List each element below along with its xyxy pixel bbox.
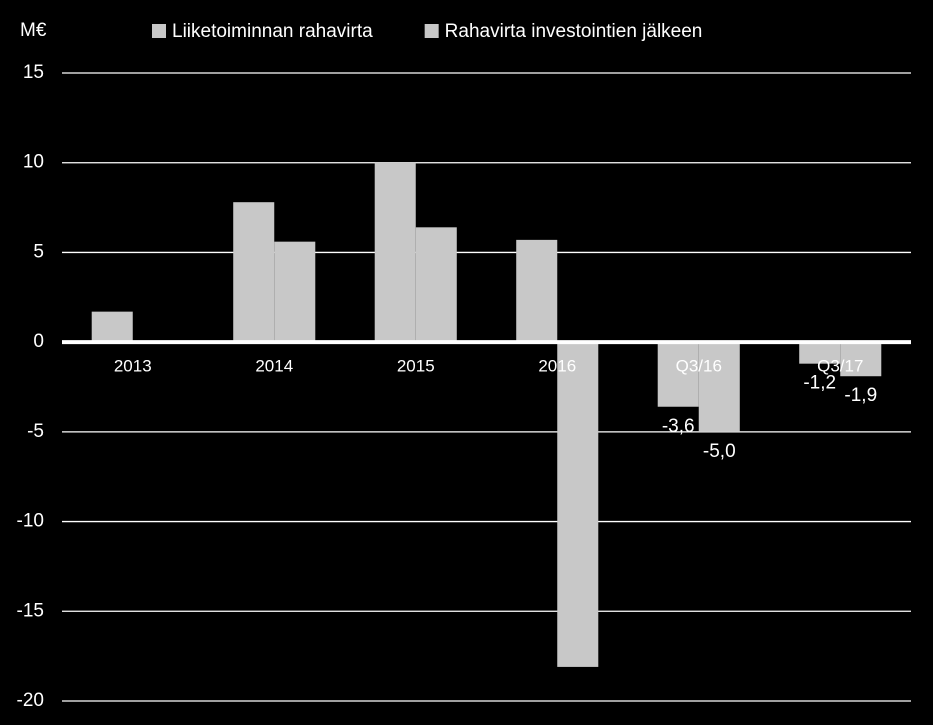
x-tick-label: 2014 [255, 357, 293, 376]
x-tick-label: 2013 [114, 357, 152, 376]
legend-label: Liiketoiminnan rahavirta [172, 21, 373, 42]
y-tick-label: -20 [17, 690, 44, 711]
x-tick-label: Q3/16 [676, 357, 722, 376]
y-tick-label: -10 [17, 511, 44, 532]
y-axis-label: M€ [20, 20, 47, 41]
y-tick-label: 15 [23, 62, 44, 83]
value-label: -1,9 [844, 385, 877, 406]
bar [274, 241, 316, 343]
bar [233, 202, 275, 343]
bar [698, 342, 740, 432]
bar [840, 342, 882, 377]
x-tick-label: 2016 [538, 357, 576, 376]
bar [657, 342, 699, 407]
y-tick-label: 0 [33, 331, 44, 352]
value-label: -1,2 [803, 373, 836, 394]
bar [516, 239, 558, 343]
legend-swatch [152, 24, 166, 38]
x-tick-label: Q3/17 [817, 357, 863, 376]
legend-label: Rahavirta investointien jälkeen [445, 21, 703, 42]
x-tick-label: 2015 [397, 357, 435, 376]
bar [415, 227, 457, 343]
bar [91, 311, 133, 343]
value-label: -3,6 [662, 416, 695, 437]
value-label: -5,0 [703, 441, 736, 462]
y-tick-label: -15 [17, 600, 44, 621]
y-tick-label: 10 [23, 152, 44, 173]
y-tick-label: 5 [33, 241, 44, 262]
legend-swatch [424, 24, 439, 38]
bar [374, 162, 416, 343]
y-tick-label: -5 [27, 421, 44, 442]
bar [557, 342, 599, 667]
bar [799, 342, 841, 364]
